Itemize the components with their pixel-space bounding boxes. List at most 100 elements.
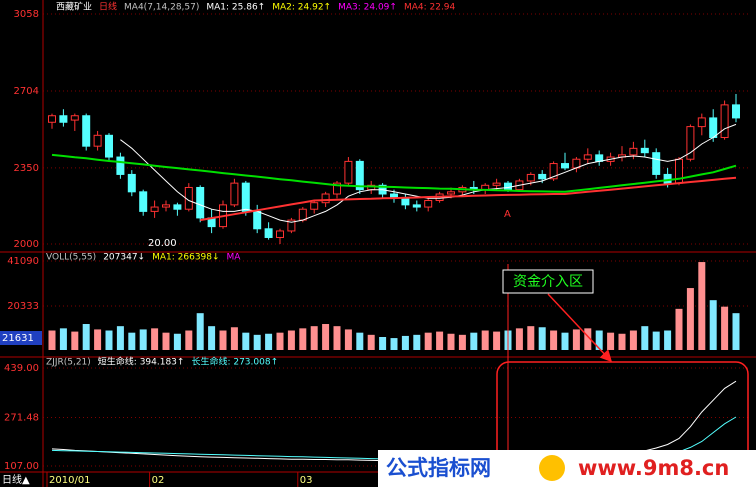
volume-bar [618, 333, 626, 350]
volume-bar [344, 329, 352, 350]
candle-body [276, 230, 284, 238]
volume-bar [527, 326, 535, 350]
candle-body [732, 104, 740, 119]
candle-body [720, 104, 729, 138]
candle-body [264, 228, 273, 238]
annotation: 20.00 [148, 238, 177, 249]
candle-body [504, 182, 512, 191]
header-text: 日线 [99, 1, 117, 13]
volume-bar [185, 330, 193, 350]
volume-bar [721, 306, 729, 350]
series-line [51, 153, 737, 193]
volume-bar [253, 334, 261, 350]
volume-bar [71, 331, 79, 350]
candle-body [127, 173, 136, 193]
y-tick-label: 3058 [14, 9, 39, 20]
header-text: MA4: 22.94 [404, 3, 456, 13]
candle-body [492, 182, 501, 186]
volume-bar [356, 332, 364, 350]
volume-bar [595, 330, 603, 350]
candle-body [93, 134, 102, 147]
x-tick-label: 02 [152, 475, 165, 486]
callout-box [502, 269, 594, 294]
candle-body [310, 202, 319, 210]
volume-bar [59, 328, 67, 350]
header-text: MA1: 266398↓ [152, 253, 219, 263]
volume-bar [379, 337, 387, 350]
candle-body [139, 191, 148, 212]
x-tick-label: 03 [300, 475, 313, 486]
header-text: MA4(7,14,28,57) [124, 3, 199, 13]
candle-body [401, 197, 410, 206]
volume-bar [458, 334, 466, 350]
candle-body [298, 208, 307, 221]
volume-bar [219, 330, 227, 350]
header-text: 长生命线: 273.008↑ [191, 356, 278, 368]
volume-bar [481, 330, 489, 350]
candle-body [640, 147, 649, 154]
volume-bar [367, 334, 375, 350]
header-text: MA2: 24.92↑ [272, 3, 331, 13]
volume-bar [287, 330, 295, 350]
volume-bar [447, 333, 455, 350]
volume-bar [139, 329, 147, 350]
y-tick-label: 2704 [14, 86, 39, 97]
watermark-logo [539, 455, 565, 481]
watermark-title: 公式指标网 [386, 456, 491, 480]
candle-body [162, 204, 170, 208]
volume-bar [116, 326, 124, 350]
volume-bar [675, 308, 683, 350]
volume-bar [310, 326, 318, 350]
candle-body [652, 152, 661, 175]
volume-bar [561, 332, 569, 350]
volume-bar [664, 330, 672, 350]
candle-body [709, 117, 718, 138]
volume-bar [173, 333, 181, 350]
candle-body [48, 115, 56, 123]
volume-bar [48, 330, 56, 350]
volume-bar [333, 326, 341, 350]
header-text: MA [227, 253, 242, 263]
candle-body [355, 160, 364, 191]
candle-body [105, 134, 113, 158]
volume-bar [413, 334, 421, 350]
watermark-url: www.9m8.cn [578, 456, 729, 480]
candle-body [253, 210, 262, 230]
volume-bar [732, 313, 740, 350]
candle-body [697, 117, 706, 128]
volume-bar [390, 338, 398, 350]
volume-bar [128, 332, 136, 350]
volume-bar [698, 262, 706, 350]
candle-body [116, 156, 125, 175]
y-tick-label: 2000 [14, 239, 39, 250]
header-text: 短生命线: 394.183↑ [98, 356, 185, 368]
volume-bar [641, 326, 649, 350]
candle-body [583, 154, 592, 160]
header-text: 207347↓ [103, 253, 145, 263]
volume-bar [401, 335, 409, 350]
volume-bar [538, 327, 546, 350]
volume-bar [470, 332, 478, 350]
series-line [200, 176, 737, 222]
series-line [120, 123, 737, 223]
volume-bar [493, 331, 501, 350]
candle-body [70, 115, 79, 121]
header-text: MA3: 24.09↑ [338, 3, 397, 13]
candle-body [412, 204, 421, 208]
y-tick-label: 271.48 [4, 412, 39, 423]
candle-body [538, 173, 547, 180]
candle-body [150, 206, 159, 212]
volume-bar [208, 326, 216, 350]
candle-body [595, 154, 604, 162]
volume-bar [607, 332, 615, 350]
header-text: ZJJR(5,21) [46, 358, 91, 368]
volume-bar [629, 330, 637, 350]
volume-bar [436, 331, 444, 350]
header-text: MA1: 25.86↑ [206, 3, 265, 13]
callout-text: 资金介入区 [513, 274, 583, 290]
volume-bar [686, 288, 694, 350]
volume-bar [322, 324, 330, 350]
volume-bar [230, 327, 238, 350]
candle-body [82, 115, 91, 147]
